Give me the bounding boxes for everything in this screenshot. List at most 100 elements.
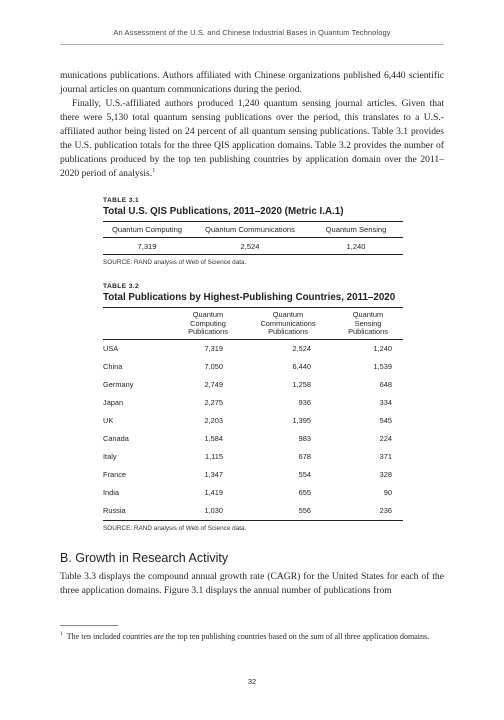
qcomm-cell: 655 — [298, 488, 311, 498]
table-3-1-bottom-rule — [103, 254, 403, 255]
qc-cell: 7,050 — [204, 362, 224, 372]
qs-cell: 236 — [379, 506, 392, 516]
qs-cell: 224 — [379, 434, 392, 444]
qcomm-cell: 1,395 — [292, 416, 312, 426]
header-line: Sensing — [354, 318, 382, 328]
qs-cell: 1,240 — [373, 344, 393, 354]
table-3-1: TABLE 3.1 Total U.S. QIS Publications, 2… — [103, 197, 403, 266]
paragraph-2: Finally, U.S.-affiliated authors produce… — [60, 97, 444, 180]
header-line: Publications — [268, 327, 308, 337]
qc-cell: 2,275 — [204, 398, 224, 408]
country-cell: Canada — [103, 434, 129, 444]
table-3-1-title: Total U.S. QIS Publications, 2011–2020 (… — [103, 206, 344, 217]
table-row: USA 7,319 2,524 1,240 — [103, 340, 403, 358]
header-line: Quantum — [352, 310, 384, 319]
footnote-rule — [60, 625, 118, 626]
table-3-2-header-qc: Quantum Computing Publications — [173, 310, 243, 337]
table-3-1-value-qs: 1,240 — [346, 241, 366, 251]
qcomm-cell: 983 — [298, 434, 311, 444]
qcomm-cell: 678 — [298, 452, 311, 462]
table-3-2-source: SOURCE: RAND analysis of Web of Science … — [103, 524, 247, 532]
table-3-1-header-qs: Quantum Sensing — [325, 225, 387, 234]
table-3-2-header-qcomm: Quantum Communications Publications — [243, 310, 333, 337]
header-line: Communications — [260, 318, 316, 328]
paragraph-2-text: Finally, U.S.-affiliated authors produce… — [60, 98, 444, 179]
table-3-2-body: USA 7,319 2,524 1,240 China 7,050 6,440 1,539 Ge… — [103, 340, 403, 520]
page-number: 32 — [247, 677, 257, 686]
qs-cell: 648 — [379, 380, 392, 390]
table-3-2: TABLE 3.2 Total Publications by Highest-… — [103, 283, 403, 532]
country-cell: Japan — [103, 398, 124, 408]
footnote-ref[interactable]: 1 — [152, 167, 156, 174]
qc-cell: 1,347 — [204, 470, 224, 480]
qcomm-cell: 556 — [298, 506, 311, 516]
table-3-2-header-row: Quantum Computing Publications Quantum C… — [103, 308, 403, 339]
running-header: An Assessment of the U.S. and Chinese In… — [113, 28, 391, 37]
table-row: UK 2,203 1,395 545 — [103, 412, 403, 430]
header-line: Quantum — [272, 310, 304, 319]
header-line: Publications — [188, 327, 228, 337]
qc-cell: 1,419 — [204, 488, 224, 498]
header-line: Quantum — [192, 310, 224, 319]
qc-cell: 7,319 — [204, 344, 224, 354]
qcomm-cell: 2,524 — [292, 344, 312, 354]
table-row: Germany 2,749 1,258 648 — [103, 376, 403, 394]
qs-cell: 545 — [379, 416, 392, 426]
table-row: China 7,050 6,440 1,539 — [103, 358, 403, 376]
qc-cell: 1,584 — [204, 434, 224, 444]
header-line: Computing — [190, 318, 226, 328]
table-3-1-label: TABLE 3.1 — [103, 197, 140, 204]
qcomm-cell: 554 — [298, 470, 311, 480]
table-row: India 1,419 655 90 — [103, 484, 403, 502]
table-3-1-header-rule — [103, 237, 403, 238]
footnote-text: The ten included countries are the top t… — [66, 632, 430, 641]
qc-cell: 2,203 — [204, 416, 224, 426]
paragraph-1: munications publications. Authors affili… — [60, 70, 444, 95]
table-3-1-header-qcomm: Quantum Communications — [205, 225, 295, 234]
country-cell: Russia — [103, 506, 126, 516]
qc-cell: 1,030 — [204, 506, 224, 516]
table-3-2-top-rule — [103, 307, 403, 308]
table-3-1-value-qcomm: 2,524 — [240, 241, 260, 251]
country-cell: Italy — [103, 452, 117, 462]
qc-cell: 2,749 — [204, 380, 224, 390]
table-3-2-title: Total Publications by Highest-Publishing… — [103, 292, 396, 303]
table-3-1-top-rule — [103, 221, 403, 222]
country-cell: USA — [103, 344, 119, 354]
qs-cell: 334 — [379, 398, 392, 408]
table-row: Italy 1,115 678 371 — [103, 448, 403, 466]
table-3-1-value-qc: 7,319 — [137, 241, 157, 251]
qs-cell: 1,539 — [373, 362, 393, 372]
country-cell: UK — [103, 416, 114, 426]
qs-cell: 328 — [379, 470, 392, 480]
table-row: Canada 1,584 983 224 — [103, 430, 403, 448]
table-3-1-header-row: Quantum Computing Quantum Communications… — [103, 222, 403, 237]
footnote-number: 1 — [60, 631, 63, 638]
paragraph-3: Table 3.3 displays the compound annual g… — [60, 571, 444, 596]
table-3-1-header-qc: Quantum Computing — [111, 225, 183, 234]
qcomm-cell: 936 — [298, 398, 311, 408]
country-cell: Germany — [103, 380, 134, 390]
header-line: Publications — [348, 327, 388, 337]
table-row: France 1,347 554 328 — [103, 466, 403, 484]
qcomm-cell: 6,440 — [292, 362, 312, 372]
table-3-1-source: SOURCE: RAND analysis of Web of Science … — [103, 259, 247, 266]
table-3-2-label: TABLE 3.2 — [103, 283, 140, 290]
table-3-2-header-country — [103, 311, 173, 337]
header-rule — [60, 44, 444, 45]
table-3-2-bottom-rule — [103, 519, 403, 521]
qs-cell: 371 — [379, 452, 392, 462]
qcomm-cell: 1,258 — [292, 380, 312, 390]
country-cell: China — [103, 362, 123, 372]
table-3-2-header-rule — [103, 338, 403, 340]
table-row: Japan 2,275 936 334 — [103, 394, 403, 412]
country-cell: India — [103, 488, 120, 498]
qc-cell: 1,115 — [205, 452, 223, 462]
qs-cell: 90 — [383, 488, 392, 498]
footnote: 1 The ten included countries are the top … — [60, 631, 444, 642]
table-row: Russia 1,030 556 236 — [103, 502, 403, 520]
section-heading: B. Growth in Research Activity — [60, 551, 229, 565]
table-row: 7,319 2,524 1,240 — [103, 238, 403, 254]
table-3-2-header-qs: Quantum Sensing Publications — [333, 310, 403, 337]
country-cell: France — [103, 470, 127, 480]
